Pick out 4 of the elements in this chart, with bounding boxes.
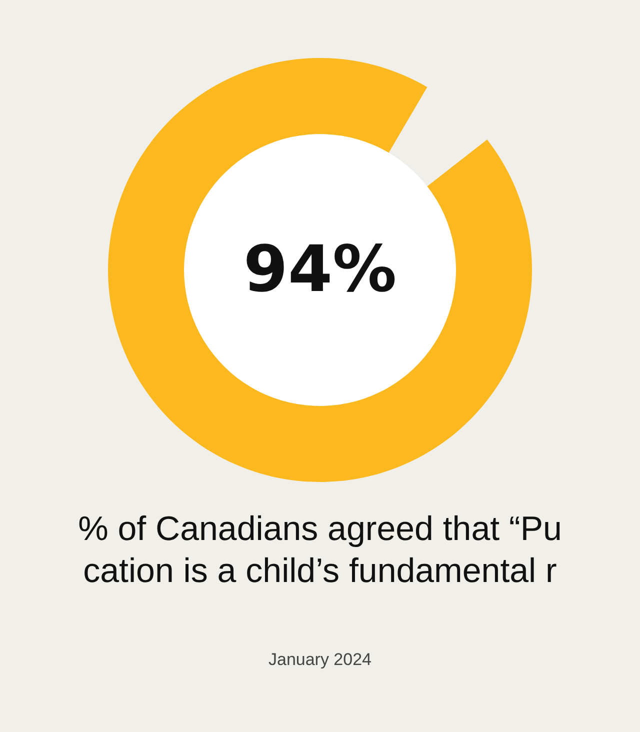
text: cation is a child’s fundamental r (82, 552, 558, 591)
text: % of Canadians agreed that “Pu (77, 510, 563, 549)
data-label: 94% (243, 233, 397, 307)
text: January 2024 (267, 650, 373, 670)
